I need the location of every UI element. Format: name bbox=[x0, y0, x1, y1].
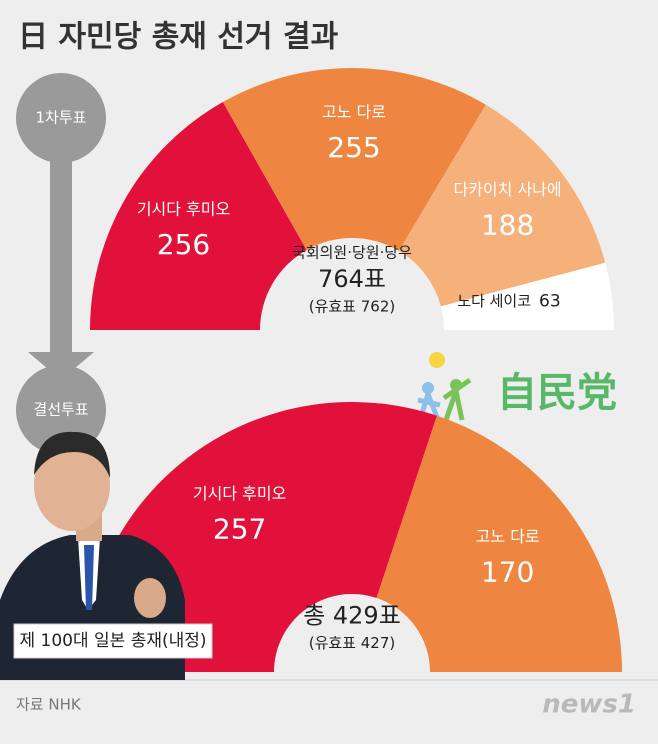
center-label: (유효표 762) bbox=[309, 298, 396, 316]
source: 자료 NHK bbox=[16, 696, 82, 714]
caption: 제 100대 일본 총재(내정) bbox=[19, 631, 206, 651]
segment bbox=[222, 68, 486, 251]
segment-label: 다카이치 사나에 bbox=[453, 180, 561, 199]
segment bbox=[90, 102, 307, 330]
value-label: 170 bbox=[481, 556, 534, 589]
center-label: 국회의원·당원·당우 bbox=[292, 244, 412, 262]
segment bbox=[398, 104, 606, 307]
stage-label: 1차투표 bbox=[36, 109, 87, 127]
segment-label: 고노 다로 bbox=[476, 527, 540, 546]
segment-label: 노다 세이코 bbox=[457, 292, 531, 310]
center-label: 764표 bbox=[318, 265, 386, 293]
center-label: 총 429표 bbox=[303, 602, 401, 630]
segment bbox=[376, 415, 622, 672]
segment bbox=[440, 262, 614, 330]
news-logo: news1 bbox=[542, 690, 636, 720]
caption-box bbox=[13, 623, 213, 659]
center-label: (유효표 427) bbox=[309, 634, 396, 652]
page-title: 日 자민당 총재 선거 결과 bbox=[18, 20, 339, 55]
stage-circle bbox=[16, 73, 106, 163]
value-label: 257 bbox=[213, 512, 266, 545]
value-label: 63 bbox=[539, 292, 561, 312]
stage-label: 결선투표 bbox=[33, 401, 88, 419]
segment-label: 기시다 후미오 bbox=[193, 484, 286, 503]
party-logo-text: 自民党 bbox=[497, 370, 617, 416]
stage-circle bbox=[16, 365, 106, 455]
value-label: 256 bbox=[157, 228, 210, 261]
value-label: 255 bbox=[327, 131, 380, 164]
segment-label: 기시다 후미오 bbox=[137, 199, 230, 218]
segment-label: 고노 다로 bbox=[322, 103, 386, 122]
value-label: 188 bbox=[481, 208, 534, 241]
flow-arrow-shaft bbox=[50, 155, 72, 355]
